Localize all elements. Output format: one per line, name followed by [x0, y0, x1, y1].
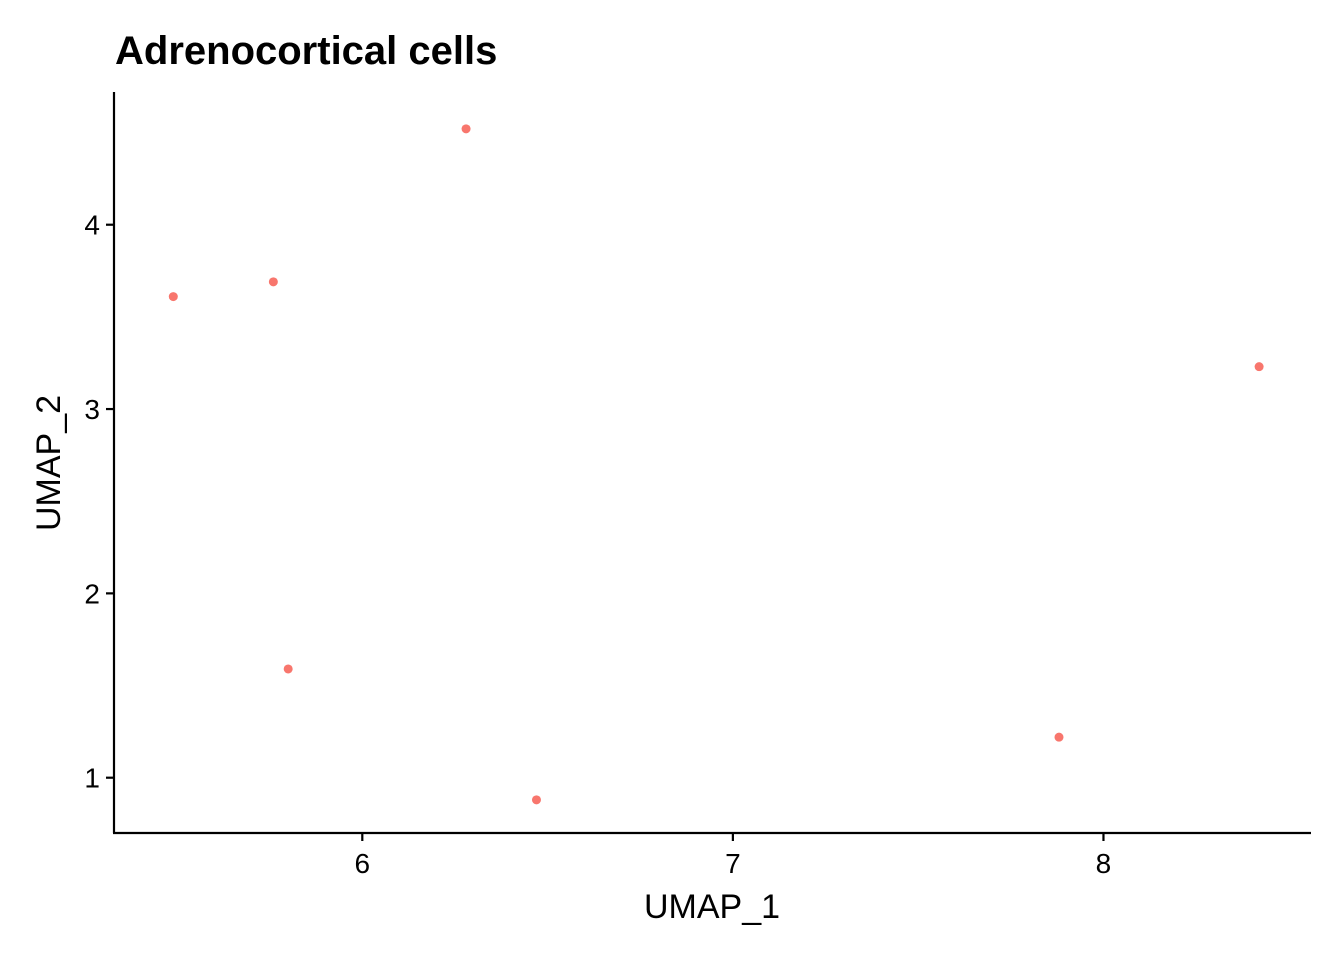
data-point [268, 277, 278, 287]
data-point [1054, 732, 1064, 742]
data-point [283, 664, 293, 674]
x-tick-label: 7 [725, 848, 741, 879]
y-axis-ticks: 1 2 3 4 [84, 210, 114, 794]
y-tick-label: 2 [84, 578, 100, 609]
y-tick-label: 1 [84, 763, 100, 794]
x-axis-label: UMAP_1 [644, 888, 780, 926]
data-point [531, 795, 541, 805]
data-point [1254, 362, 1264, 372]
y-axis-label: UMAP_2 [30, 395, 68, 531]
data-points [168, 124, 1264, 805]
plot-area: 6 7 8 1 2 3 4 [84, 92, 1311, 879]
x-tick-label: 6 [355, 848, 371, 879]
x-axis-ticks: 6 7 8 [355, 833, 1112, 879]
data-point [461, 124, 471, 134]
y-tick-label: 4 [84, 210, 100, 241]
data-point [168, 292, 178, 302]
chart-title: Adrenocortical cells [115, 29, 497, 73]
y-tick-label: 3 [84, 394, 100, 425]
x-tick-label: 8 [1096, 848, 1112, 879]
